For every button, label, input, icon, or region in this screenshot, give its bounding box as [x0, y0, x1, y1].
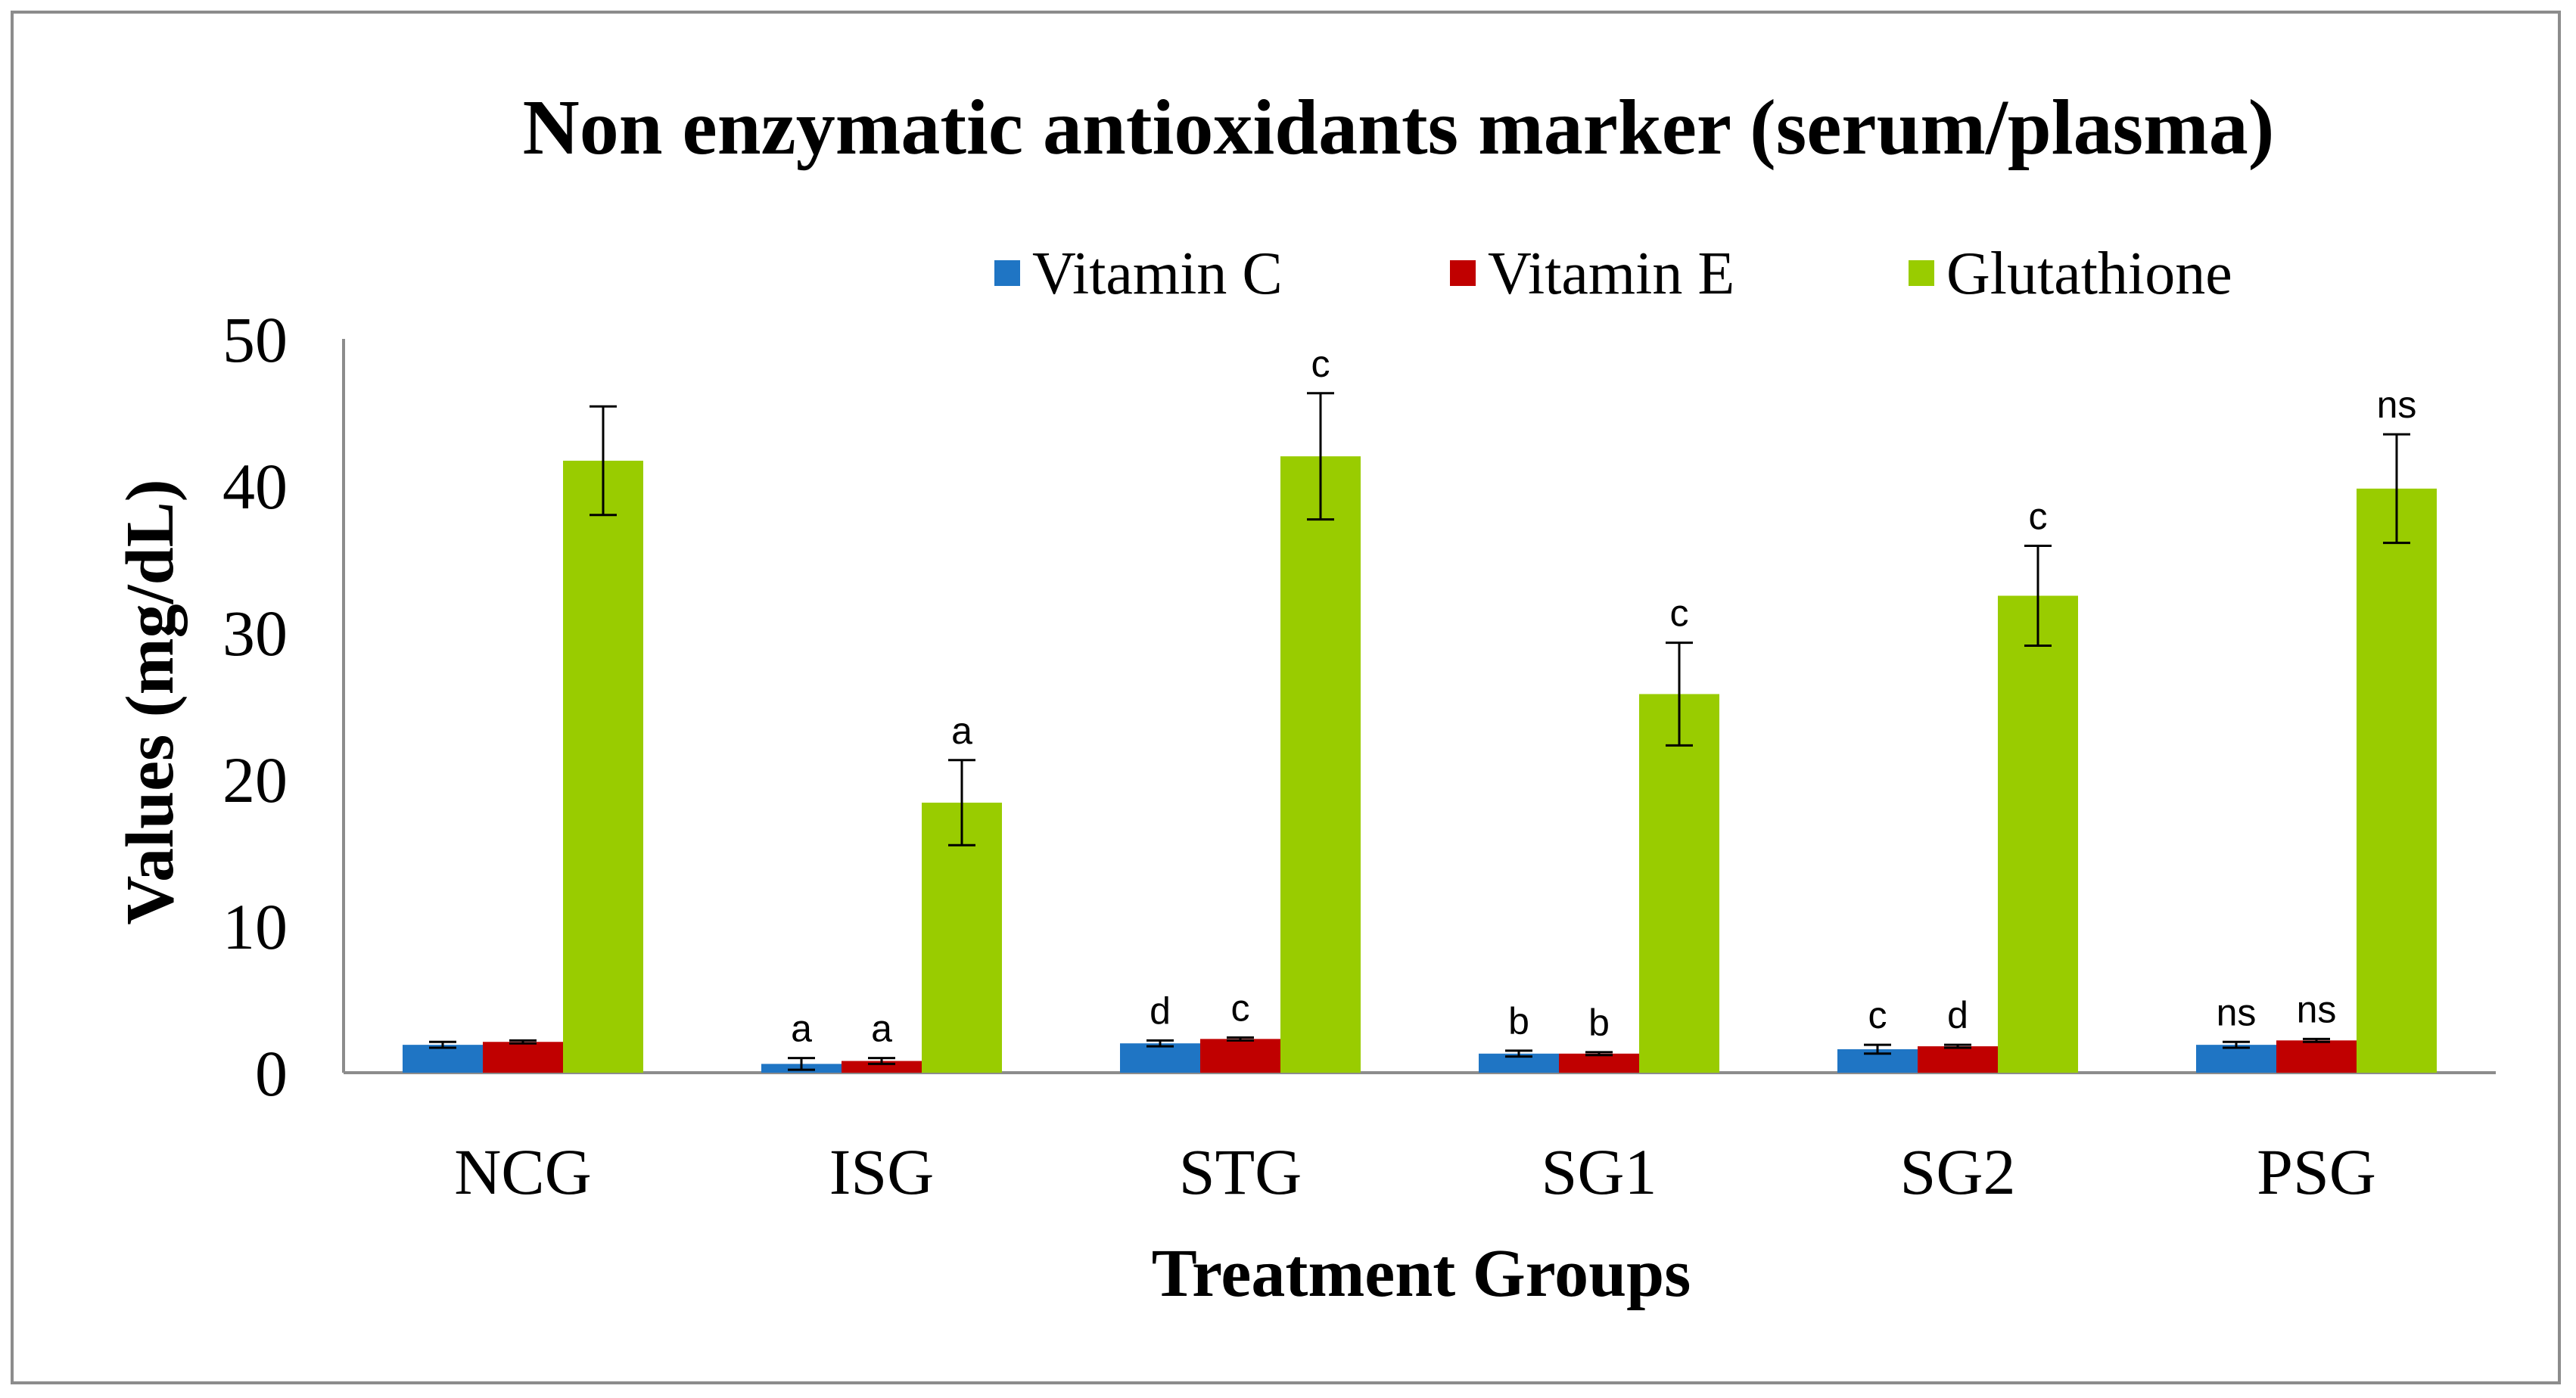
significance-label: c [1670, 592, 1689, 635]
x-tick-label: SG2 [1900, 1135, 2016, 1208]
x-tick-label: NCG [454, 1135, 592, 1208]
significance-label: c [1311, 343, 1330, 385]
bar-glutathione [563, 461, 643, 1073]
bar-vitamin-e [842, 1061, 922, 1073]
significance-label: d [1947, 994, 1968, 1036]
legend-swatch-vitamin-c [994, 260, 1020, 286]
bar-vitamin-e [1559, 1053, 1639, 1073]
y-tick-label: 10 [222, 890, 288, 963]
bars: a d b c ns a c b d ns a c c c ns [403, 343, 2437, 1073]
x-tick-label: STG [1179, 1135, 1302, 1208]
legend-label-glutathione: Glutathione [1946, 241, 2232, 307]
y-tick-label: 0 [255, 1037, 288, 1110]
y-axis: 0 10 20 30 40 50 [222, 303, 345, 1110]
significance-label: a [791, 1008, 812, 1050]
significance-label: c [1868, 994, 1887, 1036]
legend-swatch-glutathione [1909, 260, 1934, 286]
bar-glutathione [922, 803, 1002, 1073]
significance-label: ns [2297, 988, 2337, 1030]
y-tick-label: 20 [222, 744, 288, 816]
bar-vitamin-e [1200, 1039, 1280, 1073]
y-tick-label: 30 [222, 597, 288, 669]
bar-vitamin-e [1918, 1046, 1998, 1073]
legend-label-vitamin-c: Vitamin C [1032, 241, 1283, 307]
legend-label-vitamin-e: Vitamin E [1488, 241, 1734, 307]
significance-label: a [951, 710, 972, 752]
significance-label: ns [2377, 384, 2417, 426]
legend: Vitamin C Vitamin E Glutathione [994, 241, 2232, 307]
y-tick-label: 50 [222, 303, 288, 376]
x-tick-label: PSG [2257, 1135, 2376, 1208]
bar-glutathione [1998, 595, 2078, 1073]
bar-vitamin-c [1120, 1043, 1200, 1073]
bar-glutathione [1639, 694, 1719, 1073]
significance-label: c [2029, 496, 2048, 538]
x-axis-title: Treatment Groups [1152, 1236, 1691, 1311]
bar-vitamin-c [2196, 1045, 2276, 1073]
bar-glutathione [2357, 488, 2437, 1073]
significance-label: d [1150, 989, 1171, 1032]
bar-vitamin-e [483, 1042, 563, 1073]
y-axis-title: Values (mg/dL) [113, 479, 188, 924]
x-tick-label: ISG [829, 1135, 935, 1208]
chart-frame: Non enzymatic antioxidants marker (serum… [11, 11, 2561, 1384]
bar-glutathione [1280, 456, 1361, 1073]
bar-vitamin-c [403, 1045, 483, 1073]
y-tick-label: 40 [222, 450, 288, 523]
chart-title: Non enzymatic antioxidants marker (serum… [523, 84, 2275, 171]
significance-label: c [1231, 986, 1250, 1029]
x-tick-label: SG1 [1542, 1135, 1657, 1208]
significance-label: ns [2217, 991, 2257, 1033]
significance-label: a [871, 1008, 892, 1050]
bar-chart: Non enzymatic antioxidants marker (serum… [113, 84, 2496, 1311]
x-axis: NCG ISG STG SG1 SG2 PSG [344, 1071, 2496, 1208]
significance-label: b [1588, 1002, 1610, 1044]
legend-swatch-vitamin-e [1450, 260, 1476, 286]
bar-vitamin-e [2276, 1040, 2357, 1073]
significance-label: b [1508, 1000, 1529, 1042]
